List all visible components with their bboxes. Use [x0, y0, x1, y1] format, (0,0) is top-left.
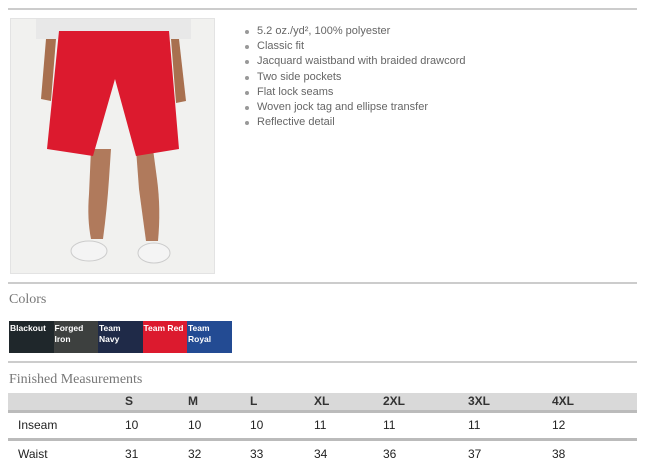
- table-cell: 10: [125, 411, 188, 441]
- table-cell: 10: [250, 411, 314, 441]
- swatch-label: Navy: [99, 334, 120, 344]
- measurements-table: S M L XL 2XL 3XL 4XL Inseam 10 10 10 11 …: [8, 393, 637, 467]
- swatch-label: Blackout: [10, 323, 46, 333]
- column-header: 2XL: [383, 393, 468, 413]
- swatch-label: Forged: [54, 323, 84, 333]
- color-swatches: Blackout Forged Iron Team Navy Team Red Te…: [9, 321, 232, 353]
- product-image: [10, 18, 215, 274]
- table-cell: 31: [125, 446, 139, 461]
- swatch-team-royal[interactable]: Team Royal: [187, 321, 232, 353]
- feature-item: Woven jock tag and ellipse transfer: [243, 100, 466, 115]
- feature-item: Classic fit: [243, 39, 466, 54]
- table-cell: 11: [314, 411, 383, 441]
- swatch-label: Team: [99, 323, 121, 333]
- column-header: XL: [314, 393, 383, 413]
- table-cell: 12: [552, 411, 637, 441]
- feature-item: Reflective detail: [243, 115, 466, 130]
- table-cell: 33: [250, 446, 264, 461]
- table-cell: 11: [468, 411, 552, 441]
- table-row: Inseam 10 10 10 11 11 11 12: [8, 411, 637, 441]
- row-label: Waist: [18, 446, 48, 461]
- table-cell: 34: [314, 446, 328, 461]
- swatch-label: Team: [188, 323, 210, 333]
- column-header: L: [250, 393, 314, 413]
- divider: [8, 8, 637, 10]
- feature-list: 5.2 oz./yd², 100% polyester Classic fit …: [243, 24, 466, 130]
- row-label: Inseam: [8, 411, 125, 441]
- table-cell: 32: [188, 446, 202, 461]
- table-cell: 38: [552, 446, 566, 461]
- feature-item: Two side pockets: [243, 70, 466, 85]
- column-header: S: [125, 393, 188, 413]
- swatch-team-red[interactable]: Team Red: [142, 321, 187, 353]
- column-header: 3XL: [468, 393, 552, 413]
- swatch-team-navy[interactable]: Team Navy: [98, 321, 143, 353]
- swatch-forged-iron[interactable]: Forged Iron: [53, 321, 98, 353]
- measurements-title: Finished Measurements: [9, 372, 143, 387]
- feature-item: Jacquard waistband with braided drawcord: [243, 54, 466, 69]
- column-header: M: [188, 393, 250, 413]
- swatch-label: Iron: [54, 334, 71, 344]
- table-header-row: S M L XL 2XL 3XL 4XL: [8, 393, 637, 413]
- swatch-blackout[interactable]: Blackout: [9, 321, 54, 353]
- colors-title: Colors: [9, 292, 47, 307]
- table-cell: 37: [468, 446, 482, 461]
- feature-item: 5.2 oz./yd², 100% polyester: [243, 24, 466, 39]
- column-header: [8, 393, 125, 413]
- swatch-label: Team Red: [143, 323, 184, 333]
- feature-item: Flat lock seams: [243, 85, 466, 100]
- swatch-label: Royal: [188, 334, 212, 344]
- divider: [8, 282, 637, 284]
- table-cell: 11: [383, 411, 468, 441]
- table-row: Waist 31 32 33 34 36 37 38: [8, 439, 637, 467]
- divider: [8, 361, 637, 363]
- column-header: 4XL: [552, 393, 637, 413]
- table-cell: 10: [188, 411, 250, 441]
- table-cell: 36: [383, 446, 397, 461]
